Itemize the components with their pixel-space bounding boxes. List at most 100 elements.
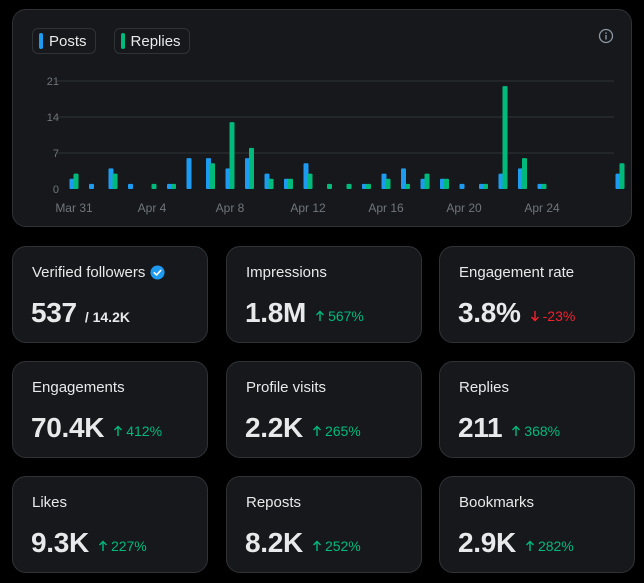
stat-label-text: Verified followers [32, 264, 146, 281]
stat-label: Profile visits [246, 379, 327, 396]
stat-row: 537 / 14.2K [31, 297, 130, 329]
x-tick-label: Mar 31 [55, 201, 93, 215]
info-circle-icon[interactable] [598, 28, 614, 44]
replies-bar [444, 178, 449, 189]
posts-bar [381, 173, 387, 189]
replies-bar [522, 158, 527, 189]
posts-bar [479, 183, 484, 189]
stat-row: 70.4K 412% [31, 412, 162, 444]
posts-bar [206, 158, 211, 189]
replies-bar [229, 122, 235, 189]
stat-value: 211 [458, 412, 503, 443]
legend-posts[interactable]: Posts [32, 28, 96, 54]
verified-badge-icon [150, 265, 165, 280]
posts-bar [245, 158, 250, 189]
chart-card: 0 7 14 21 Mar 31 Apr 4 Apr 8 Apr 12 Apr 16 Apr 20… [12, 9, 632, 227]
x-tick-label: Apr 24 [524, 201, 560, 215]
legend-replies[interactable]: Replies [113, 28, 190, 54]
posts-bar [167, 183, 172, 189]
stat-label: Engagement rate [459, 264, 575, 281]
arrow-up-icon [312, 425, 321, 436]
stat-label: Likes [32, 494, 68, 511]
stat-row: 1.8M 567% [245, 297, 364, 329]
arrow-up-icon [98, 540, 107, 551]
y-tick-label: 14 [47, 112, 59, 124]
x-tick-label: Apr 16 [368, 201, 404, 215]
posts-bar [440, 178, 445, 189]
x-tick-label: Apr 12 [290, 201, 326, 215]
posts-bar [225, 168, 231, 189]
replies-bar [424, 173, 430, 189]
stat-change: 252% [312, 538, 361, 554]
posts-bar [108, 168, 114, 189]
stat-change-value: 227% [110, 538, 147, 554]
replies-bar [327, 183, 332, 189]
stat-card-verified-followers[interactable]: Verified followers 537 / 14.2K [12, 246, 208, 343]
stat-change: 412% [113, 423, 162, 439]
posts-bar [186, 158, 192, 189]
replies-bar [619, 163, 625, 189]
stat-value: 537 [31, 297, 77, 328]
stat-value: 9.3K [31, 527, 89, 558]
replies-swatch [120, 33, 125, 49]
stat-row: 2.9K 282% [458, 527, 574, 559]
replies-bar [151, 183, 157, 189]
posts-bar [498, 173, 504, 189]
replies-bar [73, 173, 79, 189]
stat-label: Bookmarks [459, 494, 535, 511]
stat-change: 368% [511, 423, 560, 439]
arrow-down-icon [530, 311, 539, 322]
stat-card-profile-visits[interactable]: Profile visits 2.2K 265% [226, 361, 422, 458]
stat-change-value: 412% [126, 423, 163, 439]
stat-card-reposts[interactable]: Reposts 8.2K 252% [226, 476, 422, 573]
stat-total: / 14.2K [84, 309, 130, 325]
posts-bar [401, 168, 406, 189]
bar-chart: 0 7 14 21 Mar 31 Apr 4 Apr 8 Apr 12 Apr 16 Apr 20… [47, 76, 625, 215]
arrow-up-icon [312, 540, 321, 551]
stat-row: 2.2K 265% [245, 412, 361, 444]
stat-card-impressions[interactable]: Impressions 1.8M 567% [226, 246, 422, 343]
stat-value: 8.2K [245, 527, 303, 558]
stat-change: -23% [530, 308, 575, 324]
legend-replies-label: Replies [130, 32, 181, 50]
posts-bar [537, 183, 543, 189]
posts-swatch [39, 33, 43, 49]
stat-value: 1.8M [245, 297, 307, 328]
replies-bar [288, 178, 293, 189]
stat-row: 9.3K 227% [31, 527, 147, 559]
posts-bar [264, 173, 270, 189]
arrow-up-icon [512, 425, 521, 436]
posts-bar [284, 178, 289, 189]
posts-bar [420, 178, 426, 189]
replies-bar [210, 163, 215, 189]
stat-label: Verified followers [32, 264, 165, 281]
stat-card-engagements[interactable]: Engagements 70.4K 412% [12, 361, 208, 458]
stat-card-likes[interactable]: Likes 9.3K 227% [12, 476, 208, 573]
replies-bar [268, 178, 274, 189]
stat-change-value: 368% [524, 423, 561, 439]
arrow-up-icon [316, 310, 325, 321]
replies-bar [385, 178, 391, 189]
stat-card-engagement-rate[interactable]: Engagement rate 3.8% -23% [439, 246, 635, 343]
stat-change-value: 567% [328, 308, 364, 324]
stat-change: 265% [312, 423, 361, 439]
arrow-up-icon [114, 425, 123, 436]
stat-label: Impressions [246, 264, 327, 281]
stat-value: 2.2K [245, 412, 303, 443]
stat-card-bookmarks[interactable]: Bookmarks 2.9K 282% [439, 476, 635, 573]
stat-value: 70.4K [31, 412, 105, 443]
stat-label: Engagements [32, 379, 125, 396]
stat-row: 211 368% [458, 412, 560, 444]
chart-legend: Posts Replies [32, 28, 190, 54]
x-tick-label: Apr 20 [446, 201, 482, 215]
stat-change: 282% [525, 538, 574, 554]
posts-bar [518, 168, 523, 189]
stat-card-replies[interactable]: Replies 211 368% [439, 361, 635, 458]
replies-bar [171, 183, 176, 189]
arrow-up-icon [525, 540, 534, 551]
legend-posts-label: Posts [49, 32, 87, 50]
stat-change-value: 265% [324, 423, 361, 439]
y-tick-label: 21 [47, 76, 59, 88]
replies-bar [112, 173, 118, 189]
stat-value: 2.9K [458, 527, 516, 558]
